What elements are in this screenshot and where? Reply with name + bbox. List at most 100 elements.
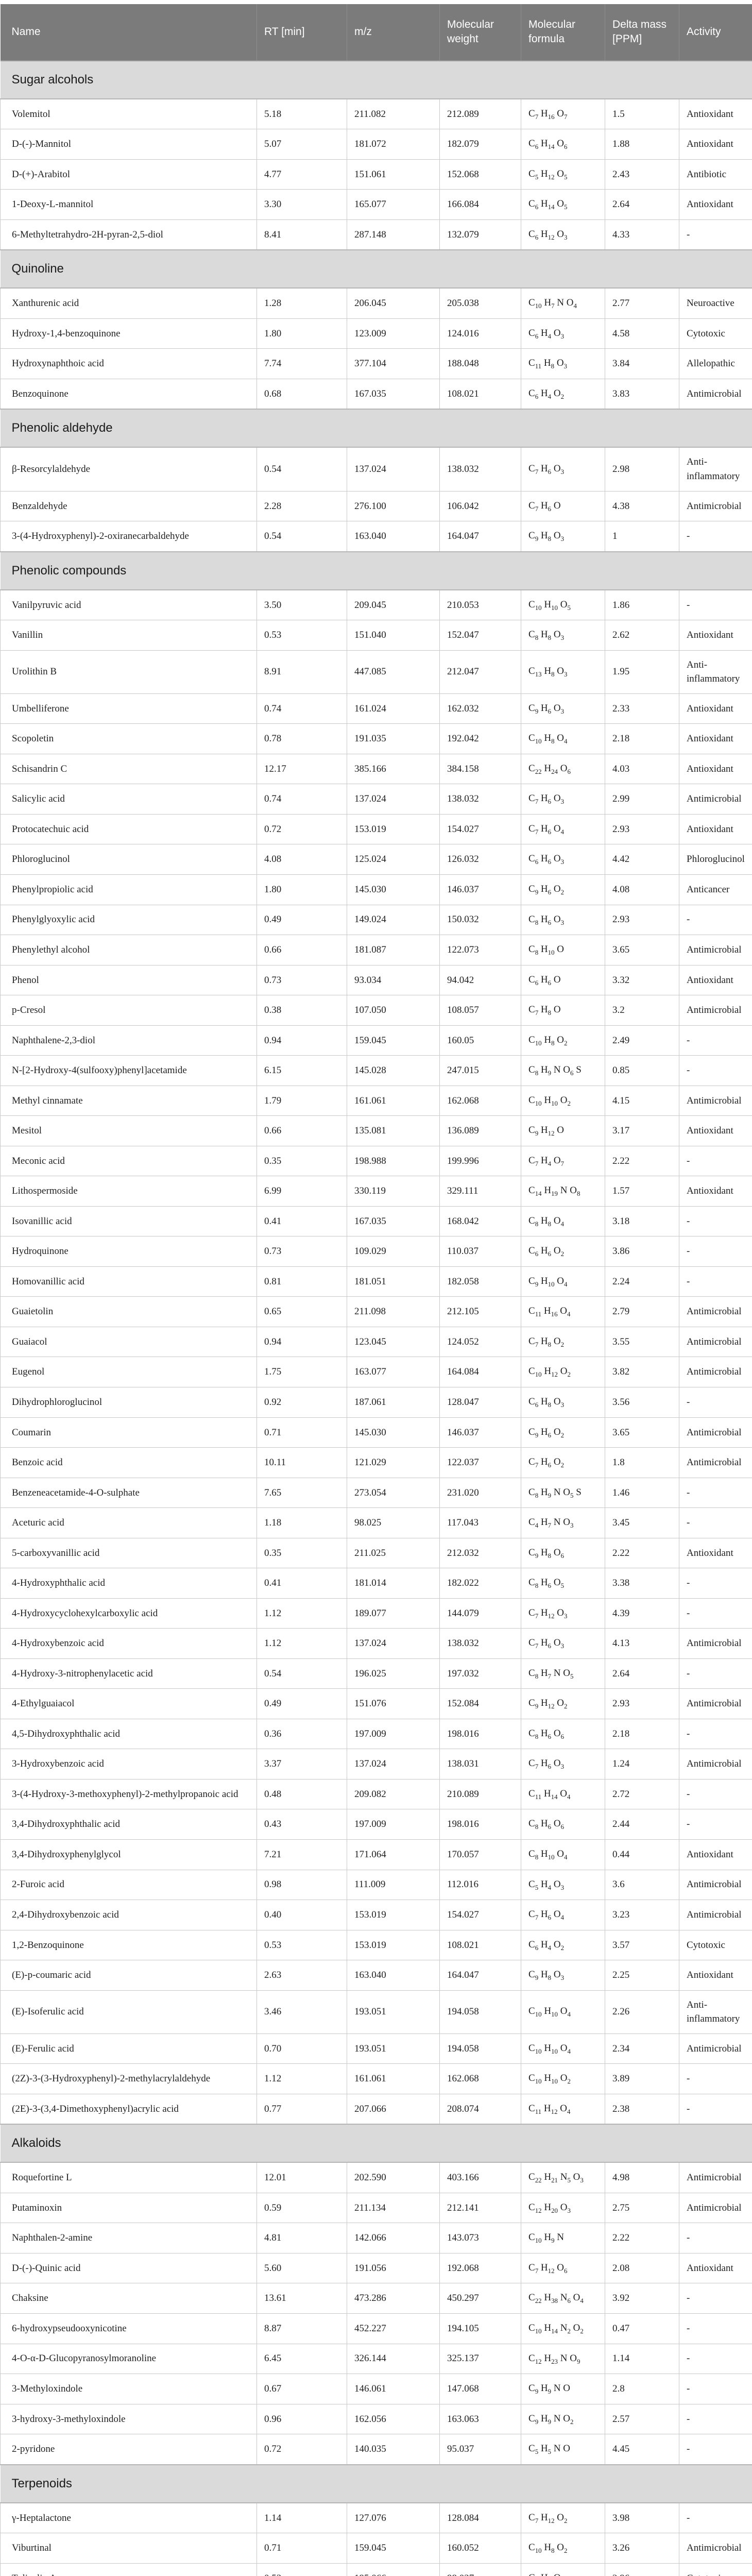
activity-cell: Cytotoxic (679, 318, 752, 349)
activity-cell: Antioxidant (679, 129, 752, 160)
compound-name-cell: 4-Ethylguaiacol (0, 1688, 257, 1719)
rt-cell: 5.60 (257, 2252, 347, 2284)
compound-name-cell: Coumarin (0, 1417, 257, 1448)
mz-cell: 198.988 (347, 1145, 440, 1177)
mz-cell: 140.035 (347, 2434, 440, 2465)
rt-cell: 0.54 (257, 521, 347, 552)
compound-name-cell: Benzoic acid (0, 1447, 257, 1478)
molecular-weight-cell: 182.022 (439, 1568, 521, 1599)
mz-cell: 161.061 (347, 1085, 440, 1116)
molecular-formula-cell: C6 H12 O3 (521, 219, 605, 250)
compound-name-cell: 3-(4-Hydroxyphenyl)-2-oxiranecarbaldehyd… (0, 521, 257, 552)
table-row: Xanthurenic acid 1.28 206.045 205.038 C10 H7… (0, 287, 752, 319)
activity-cell: - (679, 1236, 752, 1267)
section-header-label: Phenolic aldehyde (0, 409, 752, 448)
compound-name-cell: 6-hydroxypseudooxynicotine (0, 2313, 257, 2344)
molecular-weight-cell: 132.079 (439, 219, 521, 250)
table-row: 3,4-Dihydroxyphthalic acid 0.43 197.009 198… (0, 1809, 752, 1840)
compound-name-cell: Hydroxynaphthoic acid (0, 348, 257, 379)
mz-cell: 163.040 (347, 521, 440, 552)
delta-mass-cell: 3.38 (605, 1568, 679, 1599)
delta-mass-cell: 2.62 (605, 620, 679, 651)
molecular-formula-cell: C7 H6 O2 (521, 1447, 605, 1478)
rt-cell: 0.36 (257, 1718, 347, 1750)
molecular-formula-cell: C9 H12 O2 (521, 1688, 605, 1719)
activity-cell: Anticancer (679, 874, 752, 905)
delta-mass-cell: 3.84 (605, 348, 679, 379)
compound-name-cell: Dihydrophloroglucinol (0, 1387, 257, 1418)
rt-cell: 0.73 (257, 1236, 347, 1267)
table-row: Benzeneacetamide-4-O-sulphate 7.65 273.054… (0, 1477, 752, 1509)
molecular-weight-cell: 194.105 (439, 2313, 521, 2344)
molecular-formula-cell: C7 H12 O2 (521, 2502, 605, 2534)
table-row: Hydroxynaphthoic acid 7.74 377.104 188.048 C… (0, 348, 752, 379)
rt-cell: 6.99 (257, 1176, 347, 1207)
molecular-weight-cell: 95.037 (439, 2434, 521, 2465)
table-row: Guaiacol 0.94 123.045 124.052 C7 H8 O2 3.55 An… (0, 1326, 752, 1358)
molecular-formula-cell: C9 H8 O3 (521, 521, 605, 552)
mz-cell: 193.051 (347, 1990, 440, 2034)
molecular-formula-cell: C6 H6 O3 (521, 844, 605, 875)
mz-cell: 191.035 (347, 723, 440, 754)
activity-cell: - (679, 2343, 752, 2375)
mz-cell: 330.119 (347, 1176, 440, 1207)
molecular-formula-cell: C10 H12 O2 (521, 1357, 605, 1387)
table-row: 1,2-Benzoquinone 0.53 153.019 108.021 C6 H4 … (0, 1929, 752, 1961)
molecular-formula-cell: C5 H4 O3 (521, 1869, 605, 1901)
mz-cell: 202.590 (347, 2162, 440, 2193)
rt-cell: 1.80 (257, 874, 347, 905)
mz-cell: 145.030 (347, 874, 440, 905)
rt-cell: 0.38 (257, 995, 347, 1026)
column-header-mz: m/z (347, 4, 440, 61)
mz-cell: 151.061 (347, 159, 440, 190)
molecular-formula-cell: C6 H6 O2 (521, 1236, 605, 1267)
rt-cell: 0.40 (257, 1900, 347, 1930)
table-row: 3,4-Dihydroxyphenylglycol 7.21 171.064 170.… (0, 1839, 752, 1870)
activity-cell: Antioxidant (679, 189, 752, 220)
activity-cell: - (679, 2502, 752, 2534)
rt-cell: 2.63 (257, 1960, 347, 1991)
rt-cell: 0.48 (257, 1778, 347, 1810)
table-row: Schisandrin C 12.17 385.166 384.158 C22 H24 … (0, 753, 752, 785)
molecular-formula-cell: C10 H10 O4 (521, 1990, 605, 2034)
molecular-formula-cell: C10 H10 O5 (521, 589, 605, 621)
mz-cell: 123.009 (347, 318, 440, 349)
compound-name-cell: Chaksine (0, 2283, 257, 2314)
activity-cell: Cytotoxic (679, 1929, 752, 1961)
activity-cell: Antimicrobial (679, 1085, 752, 1116)
activity-cell: Antioxidant (679, 620, 752, 651)
mz-cell: 195.066 (347, 2563, 440, 2576)
mz-cell: 276.100 (347, 490, 440, 522)
molecular-weight-cell: 162.068 (439, 1085, 521, 1116)
rt-cell: 0.54 (257, 447, 347, 492)
activity-cell: Antioxidant (679, 1537, 752, 1569)
compound-name-cell: β-Resorcylaldehyde (0, 447, 257, 492)
molecular-formula-cell: C22 H21 N5 O3 (521, 2162, 605, 2193)
compound-name-cell: Phenylglyoxylic acid (0, 904, 257, 936)
molecular-weight-cell: 325.137 (439, 2343, 521, 2375)
molecular-formula-cell: C8 H8 O3 (521, 620, 605, 651)
molecular-formula-cell: C9 H6 O2 (521, 874, 605, 905)
table-row: Umbelliferone 0.74 161.024 162.032 C9 H6 O3 2… (0, 693, 752, 724)
mz-cell: 111.009 (347, 1869, 440, 1901)
molecular-formula-cell: C8 H6 O5 (521, 1568, 605, 1599)
table-row: (2Z)-3-(3-Hydroxyphenyl)-2-methylacrylal… (0, 2063, 752, 2094)
delta-mass-cell: 4.13 (605, 1628, 679, 1659)
compound-name-cell: 2,4-Dihydroxybenzoic acid (0, 1900, 257, 1930)
delta-mass-cell: 2.38 (605, 2093, 679, 2125)
delta-mass-cell: 2.25 (605, 1960, 679, 1991)
activity-cell: Antioxidant (679, 723, 752, 754)
molecular-weight-cell: 138.032 (439, 447, 521, 492)
molecular-formula-cell: C10 H7 N O4 (521, 287, 605, 319)
activity-cell: Antioxidant (679, 98, 752, 130)
mz-cell: 149.024 (347, 904, 440, 936)
delta-mass-cell: 2.77 (605, 287, 679, 319)
delta-mass-cell: 2.18 (605, 723, 679, 754)
mz-cell: 189.077 (347, 1598, 440, 1629)
rt-cell: 4.77 (257, 159, 347, 190)
compound-name-cell: 4,5-Dihydroxyphthalic acid (0, 1718, 257, 1750)
delta-mass-cell: 3.45 (605, 1507, 679, 1538)
rt-cell: 0.35 (257, 1145, 347, 1177)
table-row: Isovanillic acid 0.41 167.035 168.042 C8 H8 … (0, 1206, 752, 1237)
molecular-weight-cell: 403.166 (439, 2162, 521, 2193)
